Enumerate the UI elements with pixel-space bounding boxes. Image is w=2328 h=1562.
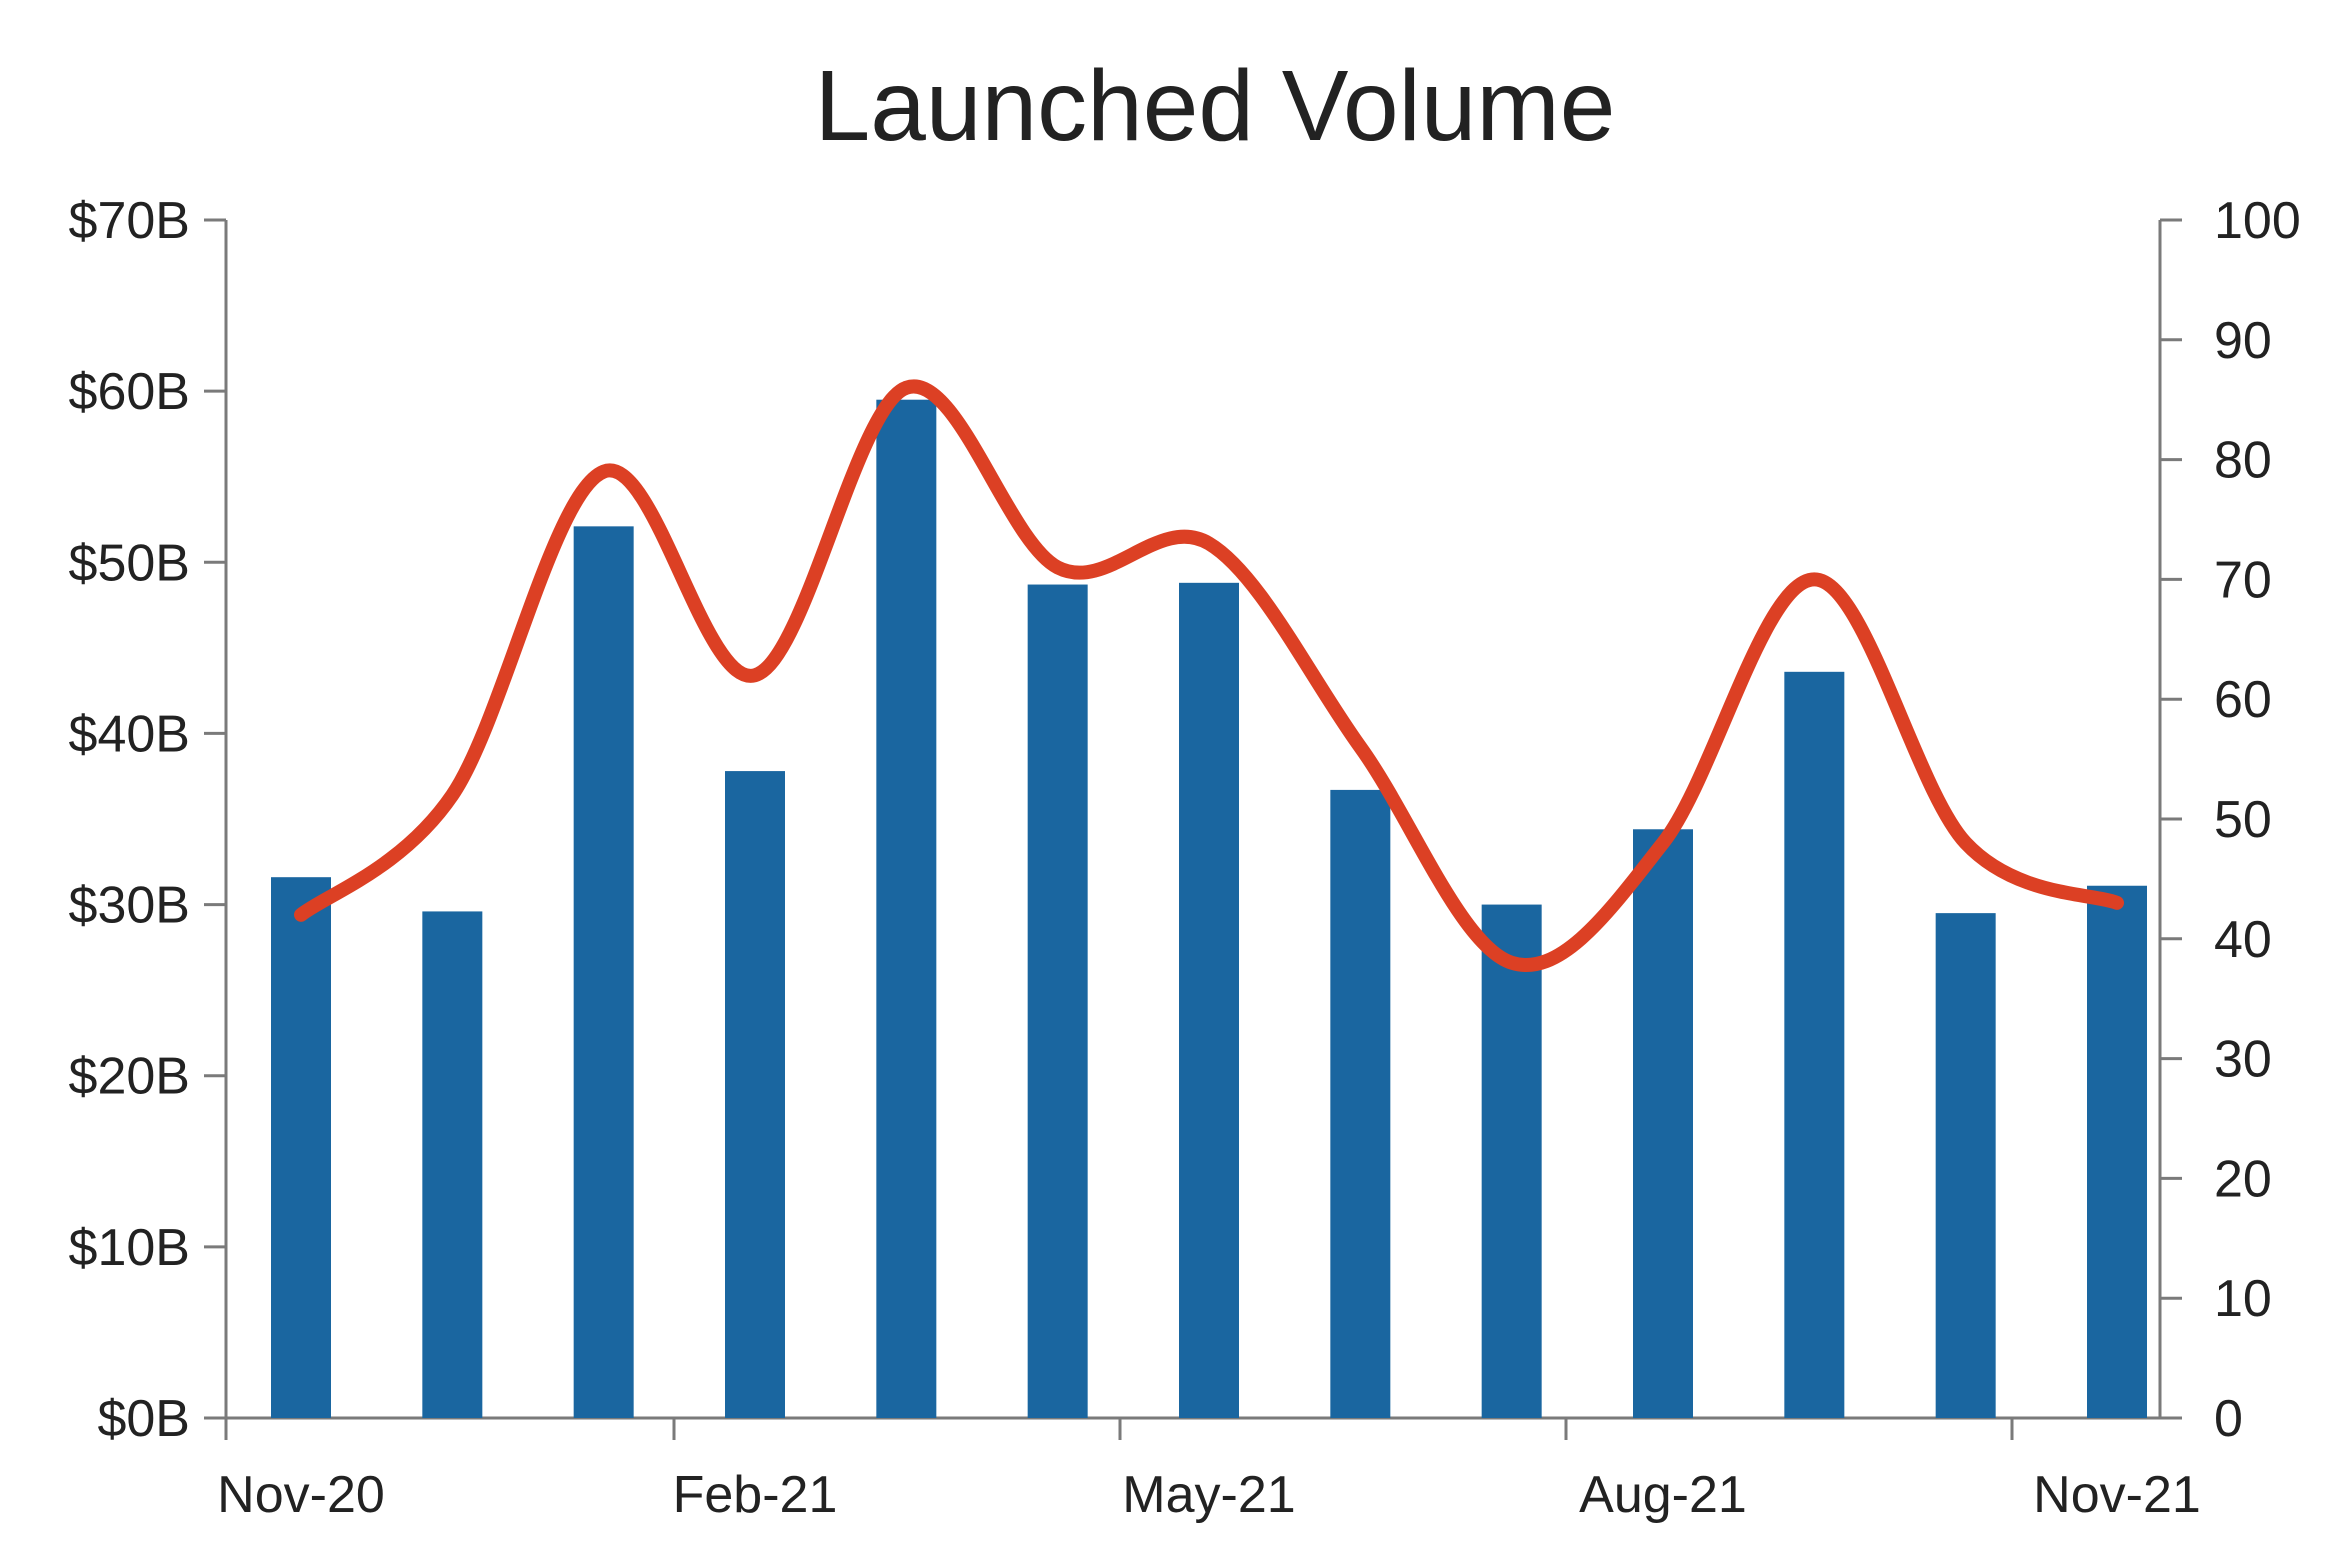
right-axis-tick-label: 60 bbox=[2214, 671, 2272, 729]
left-axis-tick-label: $50B bbox=[69, 534, 190, 592]
x-axis-tick-label: Feb-21 bbox=[673, 1466, 838, 1524]
left-axis-tick-label: $0B bbox=[97, 1390, 190, 1448]
bar bbox=[876, 399, 937, 1418]
bar bbox=[1330, 789, 1391, 1418]
right-axis-tick-label: 80 bbox=[2214, 432, 2272, 490]
line-series bbox=[294, 379, 2124, 972]
right-axis-tick-label: 20 bbox=[2214, 1150, 2272, 1208]
x-axis: Nov-20 Feb-21 May-21 Aug-21 Nov-21 bbox=[217, 1416, 2201, 1524]
left-axis-tick-label: $40B bbox=[69, 705, 190, 763]
left-axis-tick-label: $20B bbox=[69, 1048, 190, 1106]
x-axis-tick-label: Aug-21 bbox=[1579, 1466, 1747, 1524]
left-axis-tick-label: $30B bbox=[69, 877, 190, 935]
right-axis-tick-label: 30 bbox=[2214, 1031, 2272, 1089]
bar bbox=[1179, 582, 1239, 1418]
bar bbox=[1784, 671, 1845, 1418]
right-axis-tick-label: 50 bbox=[2214, 791, 2272, 849]
bar bbox=[271, 877, 331, 1418]
bar bbox=[1481, 904, 1542, 1418]
bar bbox=[573, 526, 634, 1418]
series-line bbox=[294, 379, 2124, 972]
right-y-axis: 0 10 20 30 40 50 60 70 80 90 100 bbox=[2158, 192, 2301, 1448]
left-axis-tick-label: $60B bbox=[69, 363, 190, 421]
x-axis-tick-label: May-21 bbox=[1122, 1466, 1295, 1524]
left-y-axis: $0B $10B $20B $30B $40B $50B $60B $70B bbox=[69, 192, 228, 1448]
bar-series bbox=[271, 399, 2147, 1418]
bar bbox=[1027, 584, 1088, 1418]
chart-title: Launched Volume bbox=[815, 50, 1616, 162]
bar bbox=[2087, 885, 2147, 1418]
bar bbox=[725, 771, 785, 1418]
right-axis-tick-label: 0 bbox=[2214, 1390, 2243, 1448]
right-axis-tick-label: 40 bbox=[2214, 911, 2272, 969]
right-axis-tick-label: 70 bbox=[2214, 551, 2272, 609]
bar bbox=[422, 911, 483, 1418]
x-axis-tick-label: Nov-21 bbox=[2033, 1466, 2201, 1524]
x-axis-tick-label: Nov-20 bbox=[217, 1466, 385, 1524]
bar bbox=[1633, 829, 1693, 1418]
right-axis-tick-label: 100 bbox=[2214, 192, 2301, 250]
left-axis-tick-label: $70B bbox=[69, 192, 190, 250]
left-axis-tick-label: $10B bbox=[69, 1219, 190, 1277]
right-axis-tick-label: 90 bbox=[2214, 312, 2272, 370]
bar bbox=[1935, 913, 1996, 1418]
right-axis-tick-label: 10 bbox=[2214, 1270, 2272, 1328]
